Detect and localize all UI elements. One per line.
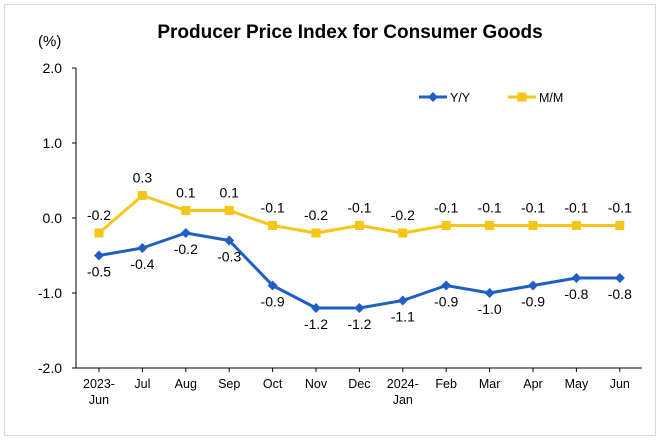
data-point-M/M bbox=[485, 221, 495, 230]
data-label-Y/Y: -1.0 bbox=[478, 301, 502, 317]
data-label-Y/Y: -0.9 bbox=[521, 294, 545, 310]
x-tick-label: Apr bbox=[523, 377, 542, 391]
data-label-M/M: -0.1 bbox=[347, 200, 371, 216]
data-point-Y/Y bbox=[354, 303, 365, 313]
data-label-M/M: -0.1 bbox=[261, 200, 285, 216]
data-label-Y/Y: -0.9 bbox=[261, 294, 285, 310]
data-point-M/M bbox=[137, 191, 147, 200]
x-tick-label: Feb bbox=[435, 377, 457, 391]
y-tick-label: 0.0 bbox=[43, 210, 63, 226]
data-label-Y/Y: -0.9 bbox=[434, 294, 458, 310]
data-label-M/M: -0.1 bbox=[478, 200, 502, 216]
data-point-Y/Y bbox=[441, 280, 452, 291]
data-point-Y/Y bbox=[484, 288, 495, 298]
chart-title: Producer Price Index for Consumer Goods bbox=[157, 22, 543, 43]
data-label-M/M: -0.1 bbox=[434, 200, 458, 216]
data-point-M/M bbox=[311, 228, 321, 238]
y-tick-label: -1.0 bbox=[38, 285, 62, 301]
data-point-M/M bbox=[94, 228, 104, 238]
data-point-Y/Y bbox=[397, 295, 408, 306]
x-tick-label: Sep bbox=[218, 377, 240, 391]
data-label-M/M: -0.1 bbox=[564, 200, 588, 216]
x-tick-label: May bbox=[565, 377, 589, 391]
data-point-Y/Y bbox=[614, 273, 625, 283]
data-label-Y/Y: -0.3 bbox=[217, 249, 241, 265]
data-point-Y/Y bbox=[94, 250, 104, 261]
data-point-M/M bbox=[181, 206, 191, 215]
y-axis-unit: (%) bbox=[38, 33, 62, 50]
data-label-Y/Y: -0.2 bbox=[174, 241, 198, 257]
data-point-Y/Y bbox=[180, 228, 191, 238]
data-point-Y/Y bbox=[137, 243, 148, 253]
data-label-Y/Y: -1.2 bbox=[347, 316, 371, 332]
x-tick-label: Dec bbox=[348, 377, 370, 391]
y-tick-label: 2.0 bbox=[43, 60, 63, 76]
x-tick-label: Jan bbox=[393, 393, 413, 407]
data-point-Y/Y bbox=[571, 273, 582, 283]
data-point-Y/Y bbox=[224, 235, 235, 246]
data-point-M/M bbox=[441, 221, 451, 230]
data-point-M/M bbox=[571, 221, 581, 230]
chart-frame bbox=[4, 4, 656, 436]
y-tick-label: 1.0 bbox=[43, 135, 63, 151]
x-tick-label: Oct bbox=[263, 377, 283, 391]
legend-label-M/M: M/M bbox=[539, 91, 563, 105]
data-label-M/M: -0.2 bbox=[304, 207, 328, 223]
data-label-Y/Y: -0.8 bbox=[564, 286, 588, 302]
data-point-M/M bbox=[528, 221, 538, 230]
data-point-Y/Y bbox=[311, 303, 321, 313]
data-point-M/M bbox=[354, 221, 364, 230]
data-point-M/M bbox=[268, 221, 278, 230]
data-label-M/M: -0.1 bbox=[608, 200, 632, 216]
data-point-Y/Y bbox=[528, 280, 538, 291]
data-point-M/M bbox=[615, 221, 625, 230]
x-tick-label: 2024- bbox=[387, 377, 419, 391]
data-label-M/M: -0.2 bbox=[391, 207, 415, 223]
legend-marker-M/M bbox=[517, 92, 527, 102]
data-label-M/M: -0.2 bbox=[87, 207, 111, 223]
data-label-Y/Y: -1.1 bbox=[391, 309, 415, 325]
data-label-Y/Y: -0.5 bbox=[87, 264, 111, 280]
data-label-M/M: 0.1 bbox=[176, 185, 196, 201]
data-point-M/M bbox=[398, 228, 408, 238]
y-tick-label: -2.0 bbox=[38, 360, 62, 376]
x-tick-label: Jun bbox=[610, 377, 630, 391]
x-tick-label: Mar bbox=[479, 377, 501, 391]
x-tick-label: Aug bbox=[175, 377, 197, 391]
data-label-M/M: 0.3 bbox=[133, 170, 153, 186]
data-point-M/M bbox=[224, 206, 234, 215]
data-label-M/M: -0.1 bbox=[521, 200, 545, 216]
data-label-Y/Y: -0.4 bbox=[130, 256, 154, 272]
data-label-Y/Y: -1.2 bbox=[304, 316, 328, 332]
data-label-Y/Y: -0.8 bbox=[608, 286, 632, 302]
x-tick-label: Jun bbox=[89, 393, 109, 407]
x-tick-label: 2023- bbox=[83, 377, 115, 391]
x-tick-label: Jul bbox=[134, 377, 150, 391]
x-tick-label: Nov bbox=[305, 377, 328, 391]
legend-label-Y/Y: Y/Y bbox=[450, 91, 471, 105]
data-point-Y/Y bbox=[267, 280, 278, 291]
data-label-M/M: 0.1 bbox=[219, 185, 239, 201]
legend-marker-Y/Y bbox=[428, 92, 438, 102]
